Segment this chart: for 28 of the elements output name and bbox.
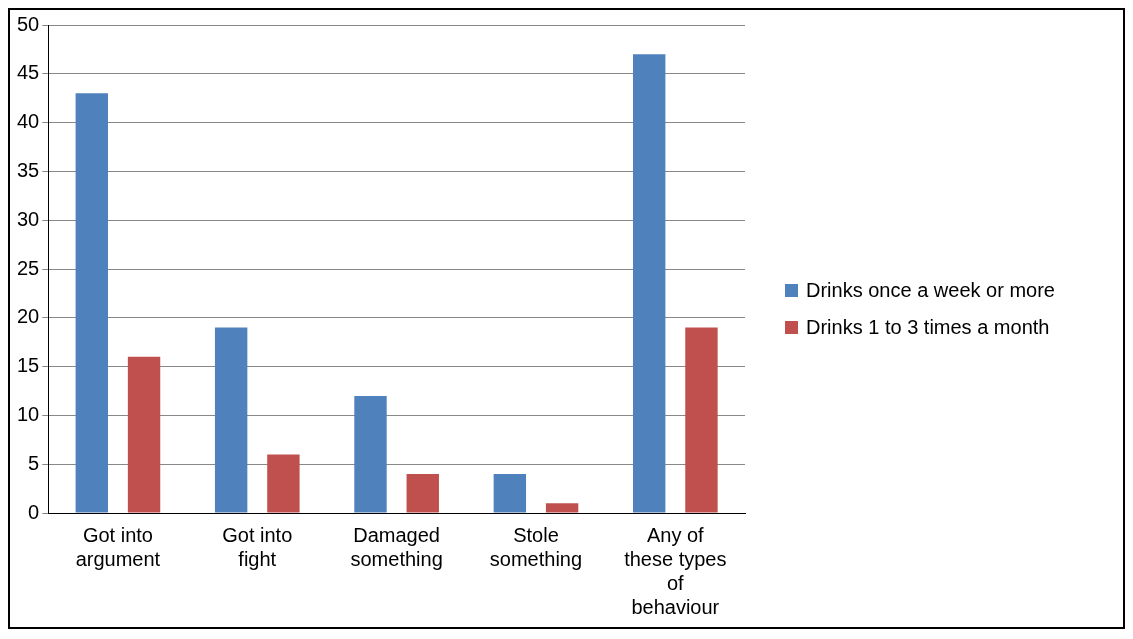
bar bbox=[545, 503, 579, 513]
y-tick-label: 45 bbox=[17, 61, 40, 84]
bar bbox=[685, 327, 718, 513]
y-tick-label: 20 bbox=[17, 305, 40, 328]
y-tick-label: 0 bbox=[28, 500, 40, 523]
bar bbox=[267, 454, 300, 513]
bar bbox=[633, 54, 666, 513]
y-tick-label: 25 bbox=[17, 256, 40, 279]
bar bbox=[493, 473, 527, 513]
x-tick-label: Any of these types of behaviour bbox=[624, 523, 727, 618]
y-tick-label: 5 bbox=[28, 451, 40, 474]
bar bbox=[406, 473, 439, 513]
bar bbox=[354, 395, 387, 513]
legend-label: Drinks 1 to 3 times a month bbox=[806, 315, 1050, 339]
bar bbox=[75, 93, 108, 513]
x-tick-label: Stole something bbox=[489, 523, 583, 570]
bar bbox=[127, 356, 161, 513]
legend-label: Drinks once a week or more bbox=[806, 278, 1055, 302]
y-tick-label: 40 bbox=[17, 110, 40, 133]
y-tick-label: 35 bbox=[17, 158, 40, 181]
x-tick-label: Got into argument bbox=[75, 523, 161, 570]
x-tick-label: Got into fight bbox=[222, 523, 293, 570]
y-tick-label: 15 bbox=[17, 354, 40, 377]
bar bbox=[214, 327, 248, 513]
y-tick-label: 10 bbox=[17, 402, 40, 425]
y-tick-label: 30 bbox=[17, 207, 40, 230]
x-tick-label: Damaged something bbox=[350, 523, 443, 570]
y-tick-label: 50 bbox=[17, 12, 40, 35]
